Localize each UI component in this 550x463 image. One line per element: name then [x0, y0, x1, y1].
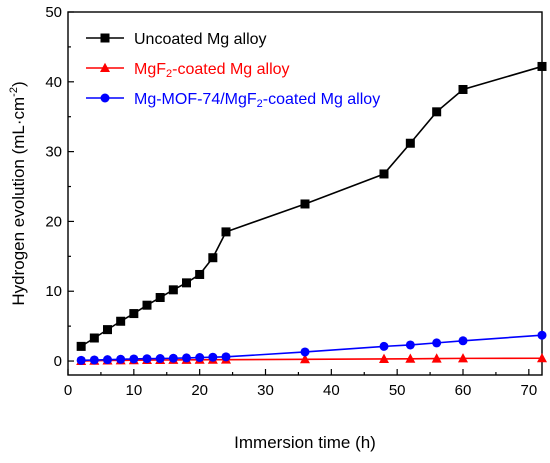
data-point [379, 341, 389, 351]
data-point [208, 253, 218, 263]
data-point [103, 355, 112, 365]
plot-frame [67, 11, 543, 376]
data-point [405, 353, 416, 363]
data-point [431, 353, 442, 363]
data-point [221, 227, 231, 237]
data-point [221, 352, 231, 362]
data-point [182, 353, 191, 363]
data-point [142, 354, 152, 364]
y-axis-ticks: 0 10 20 30 40 50 [45, 4, 74, 370]
data-point [89, 333, 99, 343]
series-1 [76, 61, 547, 351]
data-point [155, 293, 165, 303]
legend-label: MgF2-coated Mg alloy [134, 61, 290, 80]
data-point [76, 355, 86, 365]
x-tick-label: 60 [455, 382, 472, 399]
series-layer [76, 61, 547, 366]
data-point [116, 354, 126, 364]
y-axis-title-superscript: -2 [8, 87, 20, 97]
y-tick-label: 30 [45, 144, 62, 161]
data-point [76, 341, 86, 351]
data-point [537, 61, 547, 71]
data-point [129, 309, 139, 319]
data-point [129, 354, 139, 364]
data-point [300, 199, 310, 209]
x-tick-label: 0 [64, 382, 72, 399]
y-tick-label: 50 [45, 4, 62, 21]
x-axis-title: Immersion time (h) [234, 433, 376, 452]
data-point [182, 278, 191, 288]
data-point [168, 353, 178, 363]
y-tick-label: 40 [45, 74, 62, 91]
data-point [458, 84, 468, 94]
data-point [458, 336, 468, 346]
data-point [432, 107, 442, 117]
data-point [195, 353, 205, 363]
legend-marker [100, 33, 110, 43]
legend-entry: MgF2-coated Mg alloy [86, 61, 290, 80]
x-tick-label: 50 [389, 382, 406, 399]
legend-entry: Uncoated Mg alloy [86, 31, 267, 48]
data-point [208, 352, 218, 362]
y-tick-label: 0 [54, 353, 62, 370]
data-point [300, 347, 310, 357]
data-point [168, 285, 178, 295]
data-point [89, 355, 99, 365]
legend: Uncoated Mg alloy MgF2-coated Mg alloy Mg-… [86, 31, 380, 110]
legend-entry: Mg-MOF-74/MgF2-coated Mg alloy [86, 91, 380, 110]
data-point [432, 338, 442, 348]
y-tick-label: 10 [45, 283, 62, 300]
y-tick-label: 20 [45, 213, 62, 230]
legend-marker [100, 62, 110, 72]
data-point [537, 330, 547, 340]
legend-marker [100, 93, 110, 103]
plot-area [67, 11, 543, 376]
y-axis-title: Hydrogen evolution (mL·cm-2) [8, 81, 28, 305]
x-tick-label: 30 [257, 382, 274, 399]
x-tick-label: 40 [323, 382, 340, 399]
data-point [537, 352, 547, 363]
data-point [155, 354, 165, 364]
legend-label: Mg-MOF-74/MgF2-coated Mg alloy [134, 91, 380, 110]
y-axis-title-main: Hydrogen evolution (mL·cm [9, 97, 28, 306]
data-point [379, 169, 389, 179]
data-point [195, 269, 205, 279]
x-tick-label: 70 [520, 382, 537, 399]
data-point [458, 353, 468, 363]
legend-label: Uncoated Mg alloy [134, 31, 267, 48]
data-point [405, 340, 415, 350]
y-axis-title-close: ) [9, 81, 28, 87]
data-point [379, 353, 389, 363]
series-3 [76, 330, 547, 365]
data-point [405, 138, 415, 148]
x-tick-label: 10 [125, 382, 142, 399]
data-point [116, 316, 126, 326]
data-point [142, 300, 152, 310]
x-axis-ticks: 0 10 20 30 40 50 60 70 [64, 369, 537, 399]
x-tick-label: 20 [191, 382, 208, 399]
data-point [103, 325, 112, 335]
data-point [300, 353, 310, 364]
